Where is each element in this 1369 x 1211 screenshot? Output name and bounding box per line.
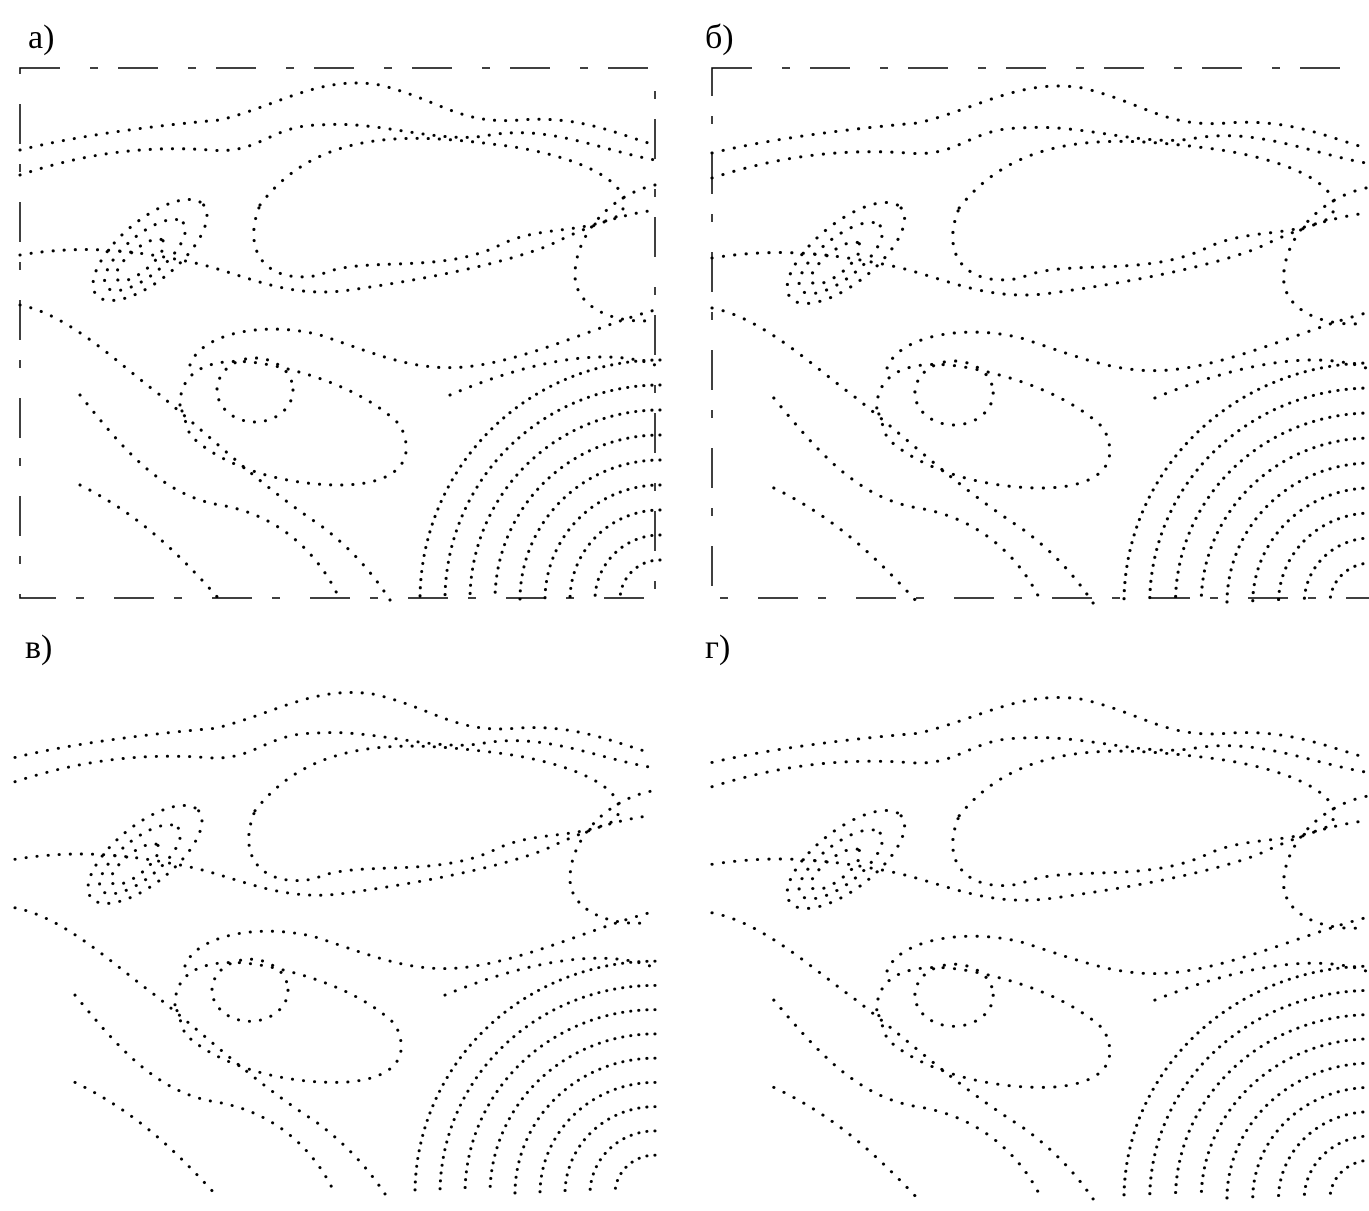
panel-label: в) xyxy=(25,629,52,666)
panel-frame xyxy=(711,67,1369,599)
panel: г) xyxy=(705,629,1369,1201)
panel: б) xyxy=(705,19,1369,605)
panel: а) xyxy=(18,19,662,602)
contour-map xyxy=(710,695,1369,1201)
contour-map xyxy=(13,690,657,1196)
panel-label: а) xyxy=(28,19,54,56)
contour-map xyxy=(710,84,1369,605)
panel-frame xyxy=(19,67,656,599)
panel-label: б) xyxy=(705,19,734,56)
panel: в) xyxy=(13,629,657,1196)
panel-label: г) xyxy=(705,629,730,666)
contour-map xyxy=(18,81,662,602)
